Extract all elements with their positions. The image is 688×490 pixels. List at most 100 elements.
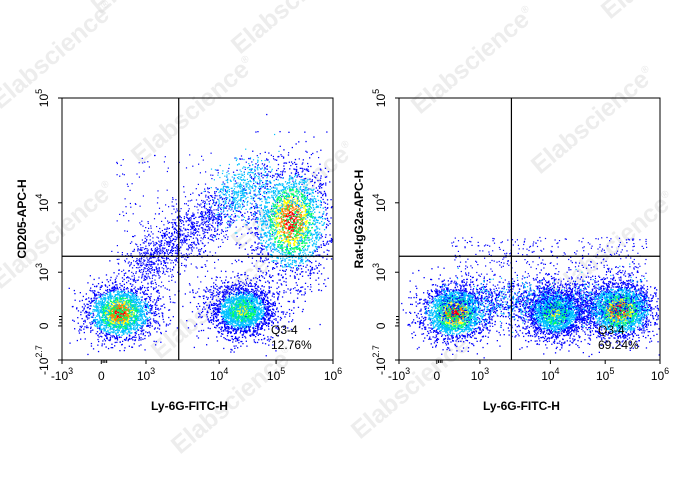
scatter-point: [243, 301, 246, 303]
scatter-point: [98, 277, 100, 279]
scatter-point: [212, 316, 215, 318]
scatter-point: [110, 312, 112, 314]
scatter-point: [245, 281, 247, 283]
scatter-point: [228, 309, 231, 311]
watermark-text: Elabscience®: [346, 325, 481, 444]
scatter-point: [255, 281, 258, 283]
scatter-point: [135, 331, 138, 333]
scatter-point: [114, 302, 116, 305]
scatter-point: [124, 316, 126, 318]
scatter-point: [247, 326, 249, 328]
scatter-point: [157, 299, 160, 301]
scatter-point: [110, 315, 112, 317]
scatter-point: [132, 213, 134, 215]
scatter-point: [119, 308, 121, 310]
scatter-point: [119, 301, 121, 304]
scatter-point: [134, 317, 136, 319]
scatter-point: [207, 290, 209, 292]
scatter-point: [136, 294, 138, 297]
scatter-point: [228, 288, 231, 290]
scatter-point: [242, 288, 245, 290]
scatter-point: [87, 306, 89, 308]
scatter-point: [234, 315, 236, 317]
scatter-point: [215, 303, 218, 305]
scatter-point: [215, 320, 217, 322]
scatter-point: [89, 305, 91, 307]
scatter-point: [127, 314, 129, 316]
scatter-point: [149, 296, 151, 298]
scatter-point: [261, 306, 263, 309]
scatter-point: [257, 270, 259, 272]
scatter-point: [137, 325, 139, 327]
scatter-point: [217, 289, 219, 291]
scatter-point: [111, 318, 113, 320]
scatter-point: [183, 191, 185, 193]
scatter-point: [233, 284, 236, 286]
scatter-point: [270, 250, 272, 252]
scatter-point: [153, 328, 156, 330]
scatter-point: [121, 344, 123, 346]
scatter-point: [92, 348, 95, 350]
scatter-point: [131, 298, 133, 300]
scatter-point: [279, 269, 281, 271]
scatter-point: [161, 314, 164, 316]
scatter-point: [108, 319, 111, 321]
scatter-point: [142, 305, 145, 307]
scatter-point: [246, 302, 249, 304]
scatter-point: [89, 289, 91, 291]
scatter-point: [134, 328, 136, 330]
scatter-point: [162, 316, 164, 318]
scatter-point: [288, 152, 290, 154]
scatter-point: [214, 303, 216, 305]
scatter-point: [257, 326, 259, 328]
scatter-point: [189, 301, 192, 304]
scatter-point: [116, 322, 118, 324]
scatter-point: [98, 325, 100, 327]
scatter-point: [240, 345, 242, 347]
scatter-point: [113, 299, 115, 302]
scatter-point: [260, 292, 262, 295]
scatter-point: [258, 313, 260, 315]
scatter-point: [249, 296, 251, 298]
scatter-point: [225, 301, 227, 303]
scatter-point: [230, 320, 233, 322]
scatter-point: [244, 297, 247, 300]
scatter-point: [128, 306, 130, 308]
scatter-point: [132, 339, 134, 341]
scatter-point: [113, 290, 115, 292]
scatter-point: [126, 297, 128, 299]
scatter-point: [274, 304, 276, 306]
scatter-point: [94, 320, 96, 322]
scatter-point: [231, 284, 234, 286]
scatter-point: [90, 316, 93, 318]
scatter-point: [156, 202, 159, 204]
scatter-point: [115, 318, 117, 320]
scatter-point: [272, 186, 274, 188]
scatter-point: [147, 304, 149, 306]
scatter-point: [109, 338, 112, 340]
scatter-point: [122, 329, 125, 331]
scatter-point: [106, 338, 108, 340]
scatter-point: [215, 327, 217, 329]
scatter-point: [122, 322, 124, 324]
scatter-point: [207, 327, 209, 329]
scatter-point: [264, 163, 266, 165]
scatter-point: [238, 312, 240, 315]
scatter-point: [131, 292, 133, 295]
scatter-point: [207, 319, 209, 321]
scatter-point: [261, 339, 263, 341]
scatter-point: [249, 323, 251, 325]
scatter-point: [216, 336, 218, 338]
scatter-point: [202, 308, 204, 310]
scatter-point: [268, 276, 271, 278]
scatter-point: [134, 303, 136, 305]
scatter-point: [243, 328, 245, 330]
scatter-point: [241, 261, 243, 263]
scatter-point: [122, 301, 124, 303]
scatter-point: [227, 309, 229, 311]
scatter-point: [240, 292, 242, 295]
scatter-point: [196, 206, 198, 208]
scatter-point: [119, 326, 121, 328]
scatter-point: [98, 302, 100, 304]
scatter-point: [151, 277, 153, 279]
